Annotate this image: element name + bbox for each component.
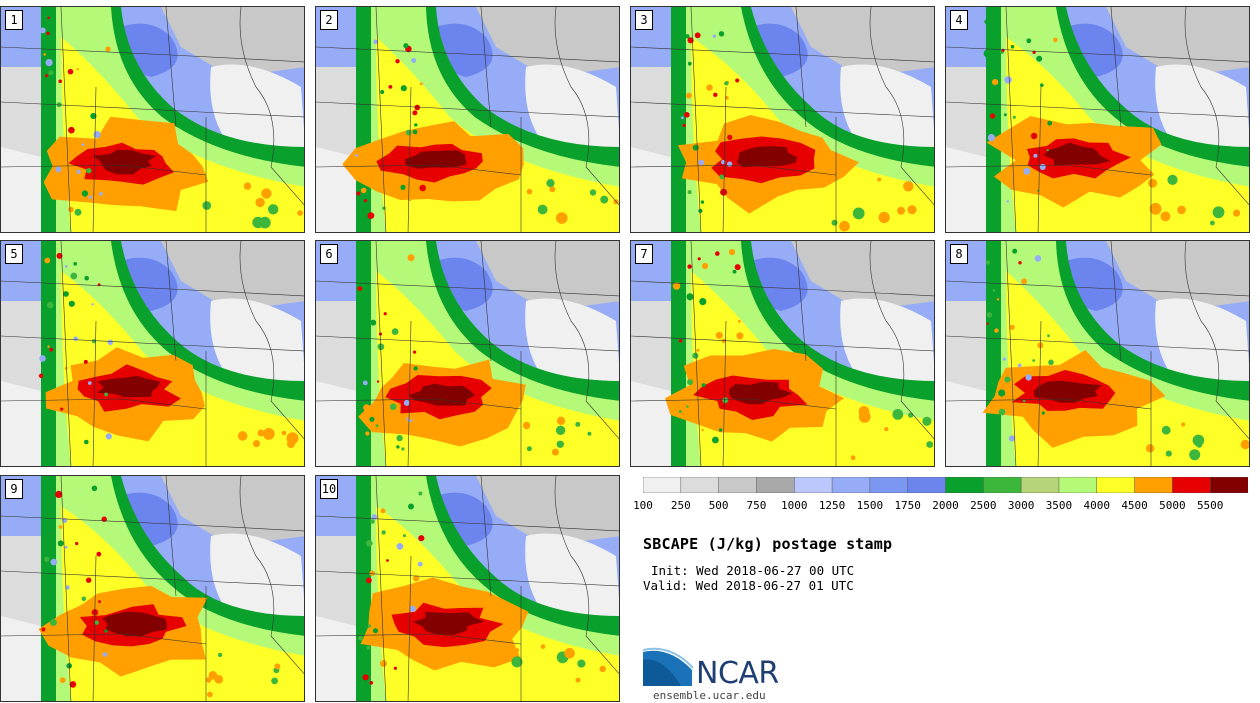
cape-map bbox=[631, 7, 934, 232]
colorbar-tick-label: 2000 bbox=[932, 499, 959, 512]
colorbar-swatch bbox=[1020, 477, 1060, 493]
cape-map bbox=[316, 7, 619, 232]
cape-map bbox=[1, 476, 304, 701]
colorbar-tick-label: 3000 bbox=[1007, 499, 1035, 512]
member-panel[interactable]: 1 bbox=[0, 6, 305, 233]
cape-map bbox=[946, 7, 1249, 232]
colorbar-swatch bbox=[1096, 477, 1136, 493]
colorbar-swatch bbox=[831, 477, 871, 493]
colorbar-tick-label: 1000 bbox=[781, 499, 808, 512]
cape-map bbox=[316, 241, 619, 466]
colorbar-tick-label: 5000 bbox=[1159, 499, 1186, 512]
member-number: 7 bbox=[635, 244, 653, 264]
cape-map bbox=[631, 241, 934, 466]
member-number: 6 bbox=[320, 244, 338, 264]
colorbar-tick-label: 1500 bbox=[856, 499, 884, 512]
colorbar-tick-label: 4500 bbox=[1121, 499, 1148, 512]
member-panel[interactable]: 5 bbox=[0, 240, 305, 467]
member-panel[interactable]: 2 bbox=[315, 6, 620, 233]
colorbar-tick-label: 2500 bbox=[970, 499, 997, 512]
colorbar-tick-label: 1250 bbox=[818, 499, 846, 512]
colorbar-swatch bbox=[907, 477, 947, 493]
colorbar-swatch bbox=[983, 477, 1022, 493]
member-number: 8 bbox=[950, 244, 968, 264]
cape-map bbox=[946, 241, 1249, 466]
colorbar-swatch bbox=[794, 477, 833, 493]
member-number: 4 bbox=[950, 10, 968, 30]
cape-map bbox=[1, 241, 304, 466]
colorbar-tick-label: 500 bbox=[708, 499, 729, 512]
member-panel[interactable]: 6 bbox=[315, 240, 620, 467]
plot-title: SBCAPE (J/kg) postage stamp bbox=[643, 535, 893, 553]
member-panel[interactable]: 7 bbox=[630, 240, 935, 467]
colorbar-tick-label: 100 bbox=[633, 499, 653, 512]
colorbar-swatch bbox=[718, 477, 758, 493]
colorbar-swatch bbox=[1172, 477, 1211, 493]
colorbar-tick-label: 750 bbox=[746, 499, 767, 512]
ncar-logo-icon bbox=[643, 647, 694, 686]
colorbar-tick-label: 1750 bbox=[894, 499, 921, 512]
colorbar-swatch bbox=[756, 477, 796, 493]
colorbar bbox=[643, 477, 1248, 493]
colorbar-tick-label: 4000 bbox=[1083, 499, 1111, 512]
colorbar-swatch bbox=[869, 477, 909, 493]
colorbar-tick-label: 5500 bbox=[1196, 499, 1224, 512]
colorbar-swatch bbox=[945, 477, 985, 493]
member-panel[interactable]: 4 bbox=[945, 6, 1250, 233]
member-panel[interactable]: 3 bbox=[630, 6, 935, 233]
colorbar-swatch bbox=[1209, 477, 1248, 493]
member-panel[interactable]: 10 bbox=[315, 475, 620, 702]
cape-map bbox=[316, 476, 619, 701]
member-panel[interactable]: 8 bbox=[945, 240, 1250, 467]
colorbar-swatch bbox=[1134, 477, 1174, 493]
colorbar-swatch bbox=[643, 477, 682, 493]
colorbar-tick-label: 250 bbox=[670, 499, 691, 512]
member-number: 3 bbox=[635, 10, 653, 30]
colorbar-swatch bbox=[680, 477, 720, 493]
cape-map bbox=[1, 7, 304, 232]
member-number: 1 bbox=[5, 10, 23, 30]
member-number: 5 bbox=[5, 244, 23, 264]
member-number: 9 bbox=[5, 479, 23, 499]
init-time: Init: Wed 2018-06-27 00 UTC bbox=[651, 563, 855, 578]
colorbar-tick-label: 3500 bbox=[1045, 499, 1073, 512]
site-url: ensemble.ucar.edu bbox=[653, 689, 766, 702]
valid-time: Valid: Wed 2018-06-27 01 UTC bbox=[643, 578, 854, 593]
member-panel[interactable]: 9 bbox=[0, 475, 305, 702]
member-number: 2 bbox=[320, 10, 338, 30]
logo-text: NCAR bbox=[696, 656, 779, 691]
colorbar-swatch bbox=[1058, 477, 1098, 493]
member-number: 10 bbox=[320, 479, 338, 499]
